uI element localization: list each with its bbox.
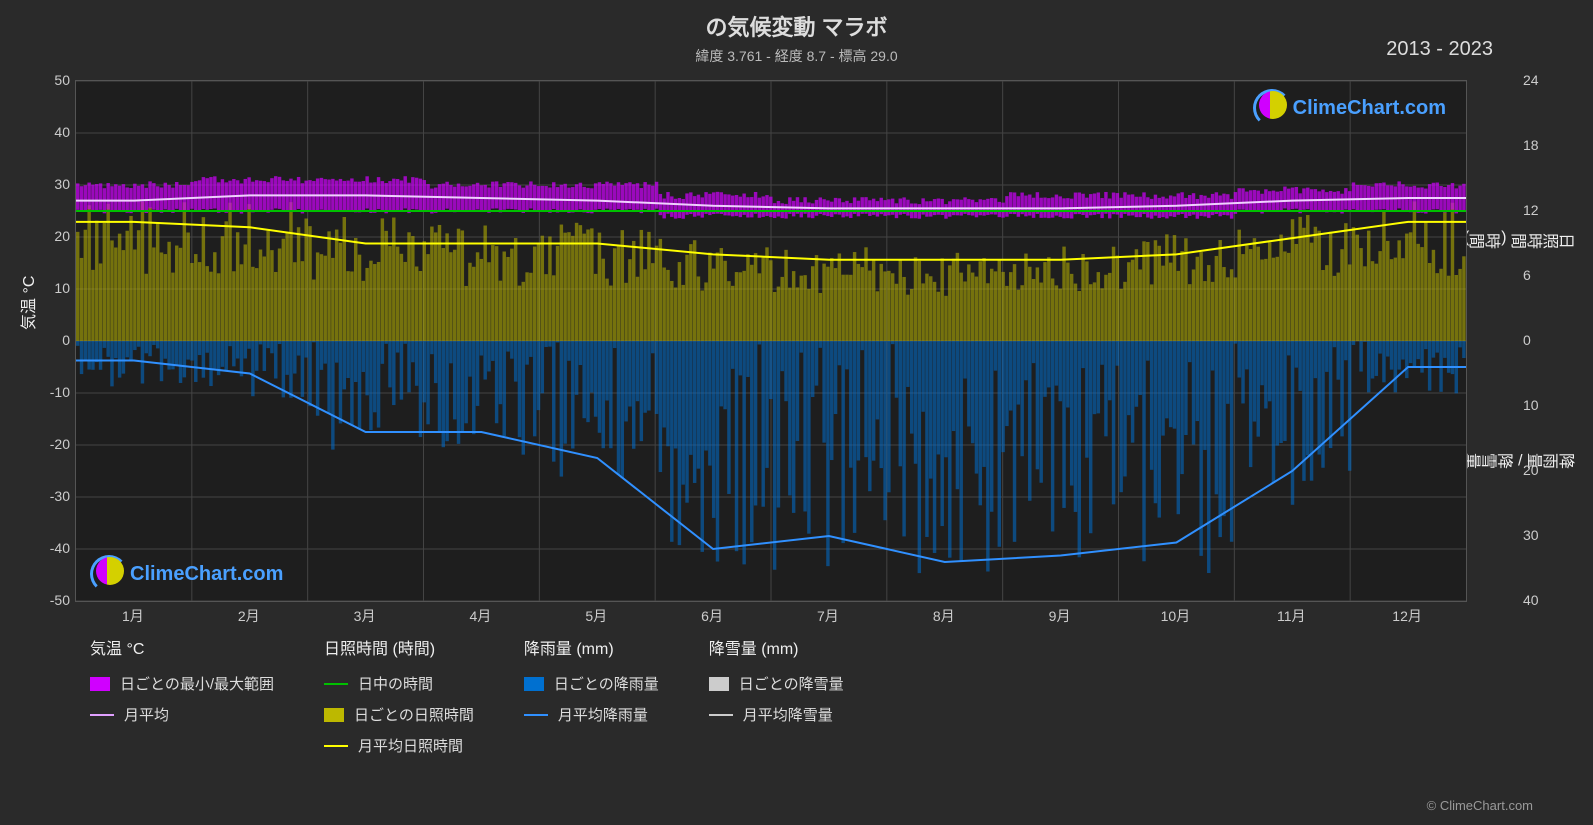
y1-tick: 0 xyxy=(40,332,70,348)
y1-tick: -40 xyxy=(40,540,70,556)
x-tick: 7月 xyxy=(798,606,858,626)
brand-logo-top: ClimeChart.com xyxy=(1259,91,1446,125)
y2-rain-tick: 20 xyxy=(1523,462,1553,478)
x-tick: 6月 xyxy=(682,606,742,626)
legend-label: 日ごとの最小/最大範囲 xyxy=(120,673,274,694)
legend-label: 月平均降雪量 xyxy=(743,704,833,725)
x-tick: 10月 xyxy=(1145,606,1205,626)
x-tick: 9月 xyxy=(1030,606,1090,626)
y2-sun-tick: 6 xyxy=(1523,267,1553,283)
y2-rain-tick: 30 xyxy=(1523,527,1553,543)
climate-chart-container: の気候変動 マラボ 緯度 3.761 - 経度 8.7 - 標高 29.0 20… xyxy=(0,0,1593,825)
chart-svg xyxy=(76,81,1466,601)
legend-item: 日中の時間 xyxy=(324,673,474,694)
x-tick: 11月 xyxy=(1261,606,1321,626)
y2-rain-tick: 10 xyxy=(1523,397,1553,413)
legend-item: 月平均降雪量 xyxy=(709,704,844,725)
y1-tick: 40 xyxy=(40,124,70,140)
brand-logo-bottom: ClimeChart.com xyxy=(96,557,283,591)
brand-logo-icon xyxy=(96,557,124,591)
y2-sun-tick: 0 xyxy=(1523,332,1553,348)
x-tick: 3月 xyxy=(335,606,395,626)
legend-swatch xyxy=(324,683,348,685)
legend-header: 降雨量 (mm) xyxy=(524,635,659,659)
y2-sun-tick: 24 xyxy=(1523,72,1553,88)
legend-swatch xyxy=(709,677,729,691)
legend-item: 月平均 xyxy=(90,704,274,725)
legend-swatch xyxy=(324,708,344,722)
legend-group: 気温 °C 日ごとの最小/最大範囲月平均 xyxy=(90,635,274,756)
y1-tick: -50 xyxy=(40,592,70,608)
x-tick: 5月 xyxy=(566,606,626,626)
legend-item: 日ごとの最小/最大範囲 xyxy=(90,673,274,694)
legend-item: 月平均日照時間 xyxy=(324,735,474,756)
y2-sun-tick: 18 xyxy=(1523,137,1553,153)
y1-tick: 30 xyxy=(40,176,70,192)
y-axis-right-upper-label: 日照時間 (時間) xyxy=(1464,226,1575,250)
y2-rain-tick: 40 xyxy=(1523,592,1553,608)
legend: 気温 °C 日ごとの最小/最大範囲月平均 日照時間 (時間) 日中の時間日ごとの日照時… xyxy=(90,635,844,756)
legend-swatch xyxy=(709,714,733,716)
x-tick: 8月 xyxy=(914,606,974,626)
legend-item: 日ごとの降雨量 xyxy=(524,673,659,694)
y1-tick: -30 xyxy=(40,488,70,504)
year-range: 2013 - 2023 xyxy=(1386,38,1493,61)
y2-sun-tick: 12 xyxy=(1523,202,1553,218)
copyright: © ClimeChart.com xyxy=(1427,798,1533,813)
y1-tick: -10 xyxy=(40,384,70,400)
brand-name: ClimeChart.com xyxy=(1293,97,1446,120)
legend-group: 日照時間 (時間) 日中の時間日ごとの日照時間月平均日照時間 xyxy=(324,635,474,756)
y1-tick: 20 xyxy=(40,228,70,244)
x-tick: 1月 xyxy=(103,606,163,626)
legend-label: 日ごとの日照時間 xyxy=(354,704,474,725)
legend-label: 日ごとの降雨量 xyxy=(554,673,659,694)
legend-item: 日ごとの日照時間 xyxy=(324,704,474,725)
legend-swatch xyxy=(524,714,548,716)
y1-tick: 10 xyxy=(40,280,70,296)
legend-swatch xyxy=(90,677,110,691)
legend-label: 月平均 xyxy=(124,704,169,725)
legend-header: 気温 °C xyxy=(90,635,274,659)
legend-group: 降雪量 (mm) 日ごとの降雪量月平均降雪量 xyxy=(709,635,844,756)
y1-tick: -20 xyxy=(40,436,70,452)
legend-swatch xyxy=(90,714,114,716)
legend-label: 月平均降雨量 xyxy=(558,704,648,725)
chart-subtitle: 緯度 3.761 - 経度 8.7 - 標高 29.0 xyxy=(0,46,1593,66)
brand-logo-icon xyxy=(1259,91,1287,125)
y1-tick: 50 xyxy=(40,72,70,88)
x-tick: 4月 xyxy=(450,606,510,626)
legend-header: 日照時間 (時間) xyxy=(324,635,474,659)
legend-label: 月平均日照時間 xyxy=(358,735,463,756)
chart-plot-area: ClimeChart.com ClimeChart.com xyxy=(75,80,1467,602)
legend-swatch xyxy=(524,677,544,691)
x-tick: 12月 xyxy=(1377,606,1437,626)
chart-title: の気候変動 マラボ xyxy=(0,0,1593,42)
legend-label: 日ごとの降雪量 xyxy=(739,673,844,694)
legend-header: 降雪量 (mm) xyxy=(709,635,844,659)
legend-group: 降雨量 (mm) 日ごとの降雨量月平均降雨量 xyxy=(524,635,659,756)
legend-item: 日ごとの降雪量 xyxy=(709,673,844,694)
legend-label: 日中の時間 xyxy=(358,673,433,694)
legend-swatch xyxy=(324,745,348,747)
x-tick: 2月 xyxy=(219,606,279,626)
y-axis-left-label: 気温 °C xyxy=(15,276,39,330)
legend-item: 月平均降雨量 xyxy=(524,704,659,725)
brand-name: ClimeChart.com xyxy=(130,563,283,586)
